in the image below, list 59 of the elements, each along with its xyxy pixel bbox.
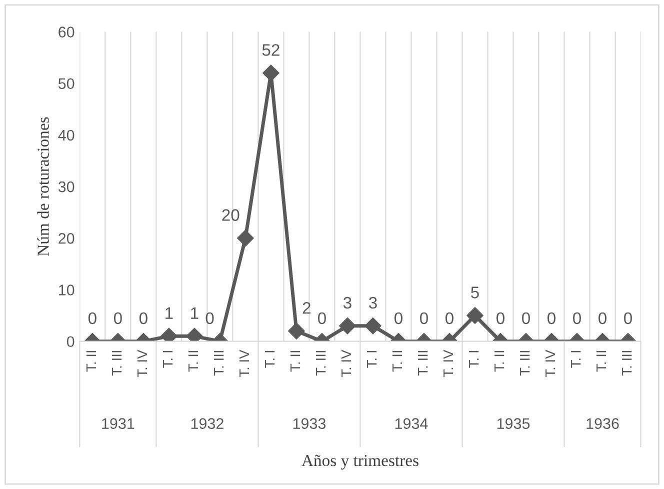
x-tick-label: T. II bbox=[596, 350, 606, 372]
data-label: 0 bbox=[624, 312, 632, 324]
data-label: 0 bbox=[446, 312, 454, 324]
data-label: 52 bbox=[262, 44, 280, 56]
x-tick-label: T. IV bbox=[137, 350, 148, 378]
x-tick-label: T. IV bbox=[239, 350, 250, 378]
y-tick-label: 20 bbox=[58, 233, 74, 244]
x-tick-label: T. IV bbox=[444, 350, 454, 378]
data-label: 0 bbox=[496, 312, 504, 324]
x-tick-label: T. I bbox=[571, 350, 581, 368]
data-label: 0 bbox=[420, 312, 428, 324]
y-tick-label: 10 bbox=[58, 284, 74, 296]
x-tick-label: T. I bbox=[469, 350, 479, 368]
data-label: 0 bbox=[598, 312, 606, 324]
x-tick-label: T. II bbox=[188, 350, 198, 372]
y-axis-title: Núm de roturaciones bbox=[37, 117, 49, 256]
data-label: 2 bbox=[302, 302, 310, 314]
x-tick-label: T. III bbox=[112, 350, 122, 376]
y-tick-label: 60 bbox=[58, 26, 74, 38]
text: 1935 bbox=[497, 418, 530, 429]
x-tick-label: T. II bbox=[290, 350, 300, 372]
y-tick-label: 50 bbox=[58, 78, 74, 90]
x-tick-label: T. I bbox=[367, 350, 377, 368]
x-tick-label: T. II bbox=[392, 350, 402, 372]
x-tick-label: T. II bbox=[86, 350, 96, 372]
y-tick-label: 30 bbox=[58, 181, 74, 192]
text: 1934 bbox=[395, 418, 428, 429]
data-label: 0 bbox=[206, 312, 214, 324]
text: 1932 bbox=[191, 418, 224, 429]
data-label: 0 bbox=[548, 312, 556, 324]
x-tick-label: T. IV bbox=[546, 350, 556, 378]
x-tick-label: T. I bbox=[162, 350, 173, 368]
data-label: 0 bbox=[573, 312, 581, 324]
x-axis-title: Años y trimestres bbox=[302, 454, 418, 470]
x-tick-label: T. III bbox=[316, 350, 326, 376]
data-label: 0 bbox=[318, 312, 326, 324]
x-tick-label: T. III bbox=[214, 350, 224, 376]
y-tick-label: 0 bbox=[66, 336, 74, 348]
data-label: 3 bbox=[343, 296, 352, 309]
x-tick-label: T. III bbox=[622, 350, 632, 376]
text: 1931 bbox=[102, 418, 134, 429]
x-tick-label: T. II bbox=[494, 350, 504, 372]
text: 1936 bbox=[586, 418, 619, 429]
x-tick-label: T. III bbox=[418, 350, 428, 376]
data-label: 20 bbox=[222, 209, 240, 221]
x-tick-label: T. I bbox=[264, 350, 275, 368]
x-tick-label: T. IV bbox=[342, 350, 352, 378]
data-label: 3 bbox=[368, 296, 377, 309]
data-label: 0 bbox=[394, 312, 402, 324]
data-label: 1 bbox=[166, 307, 173, 319]
data-label: 0 bbox=[88, 312, 96, 324]
y-tick-label: 40 bbox=[58, 130, 74, 141]
data-label: 0 bbox=[114, 312, 122, 324]
data-label: 0 bbox=[522, 312, 530, 324]
x-tick-label: T. III bbox=[520, 350, 530, 376]
text: 1933 bbox=[293, 418, 326, 429]
data-label: 5 bbox=[471, 286, 479, 298]
data-label: 1 bbox=[191, 307, 198, 319]
data-label: 0 bbox=[139, 312, 148, 324]
